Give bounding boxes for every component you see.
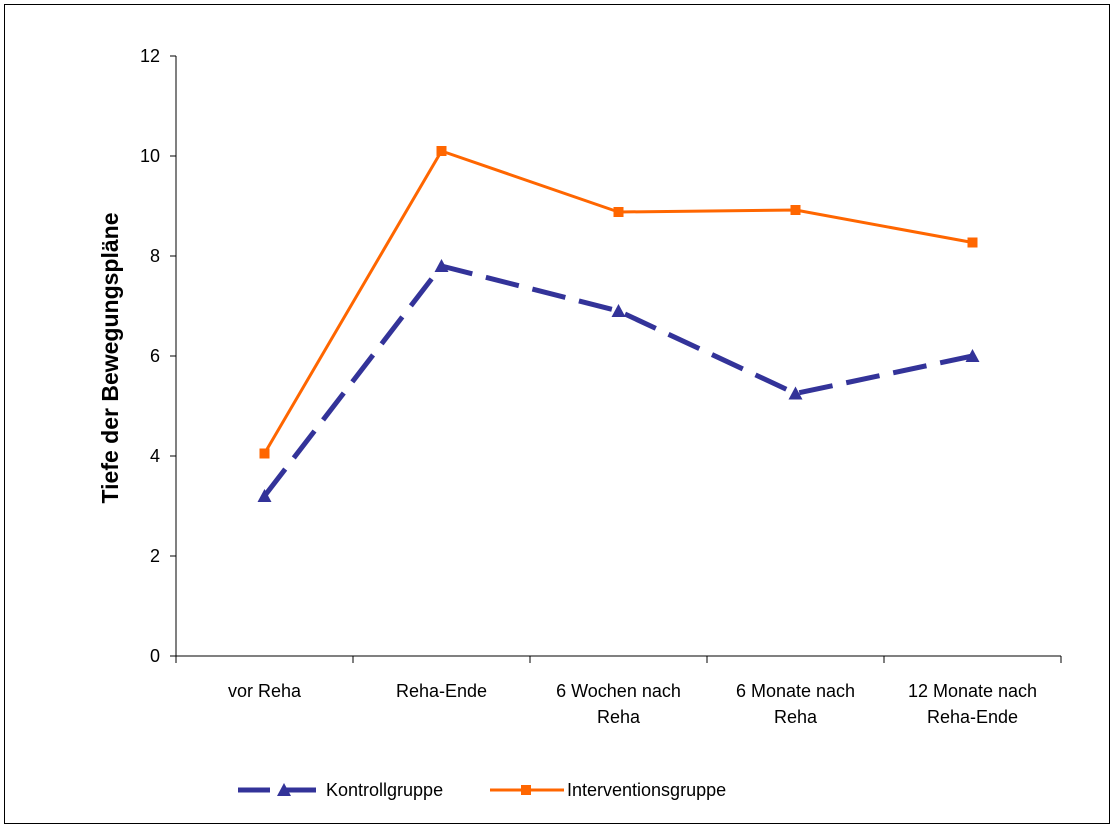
chart-frame [4, 4, 1110, 824]
y-tick-label: 2 [150, 546, 160, 566]
y-tick-label: 4 [150, 446, 160, 466]
data-point [257, 489, 272, 502]
data-point [790, 205, 801, 215]
data-point [434, 259, 449, 272]
x-tick-label: vor Reha [228, 681, 302, 701]
legend-label: Kontrollgruppe [326, 780, 443, 800]
data-point [613, 207, 624, 217]
series-line [262, 263, 974, 498]
y-tick-label: 6 [150, 346, 160, 366]
legend-item-1: Interventionsgruppe [490, 780, 726, 800]
y-tick-label: 10 [140, 146, 160, 166]
series-0 [257, 259, 980, 502]
legend-label: Interventionsgruppe [567, 780, 726, 800]
data-point [967, 237, 978, 248]
y-tick-label: 8 [150, 246, 160, 266]
y-tick-label: 0 [150, 646, 160, 666]
x-tick-label: 6 Wochen nach Reha [556, 681, 681, 727]
data-point [965, 349, 980, 362]
data-point [259, 448, 270, 459]
y-axis-title: Tiefe der Bewegungspläne [97, 213, 123, 504]
y-tick-label: 12 [140, 46, 160, 66]
x-tick-label: Reha-Ende [396, 681, 487, 701]
x-tick-label: 12 Monate nach Reha-Ende [908, 681, 1037, 727]
y-axis-title-group: Tiefe der Bewegungspläne [97, 213, 123, 504]
x-tick-label: 6 Monate nach Reha [736, 681, 855, 727]
series-line [263, 149, 973, 455]
legend-marker [277, 783, 291, 796]
data-point [611, 304, 626, 317]
data-point [436, 146, 447, 156]
legend-item-0: Kontrollgruppe [238, 780, 443, 800]
axes: 0 2 4 6 8 10 12 vor Reha Reha-Ende 6 Wochen nach R… [140, 46, 1062, 727]
legend: Kontrollgruppe Interventionsgruppe [238, 780, 726, 800]
series-1 [259, 146, 978, 459]
legend-marker [521, 785, 531, 795]
data-point [788, 386, 803, 400]
series-layer [257, 146, 980, 502]
